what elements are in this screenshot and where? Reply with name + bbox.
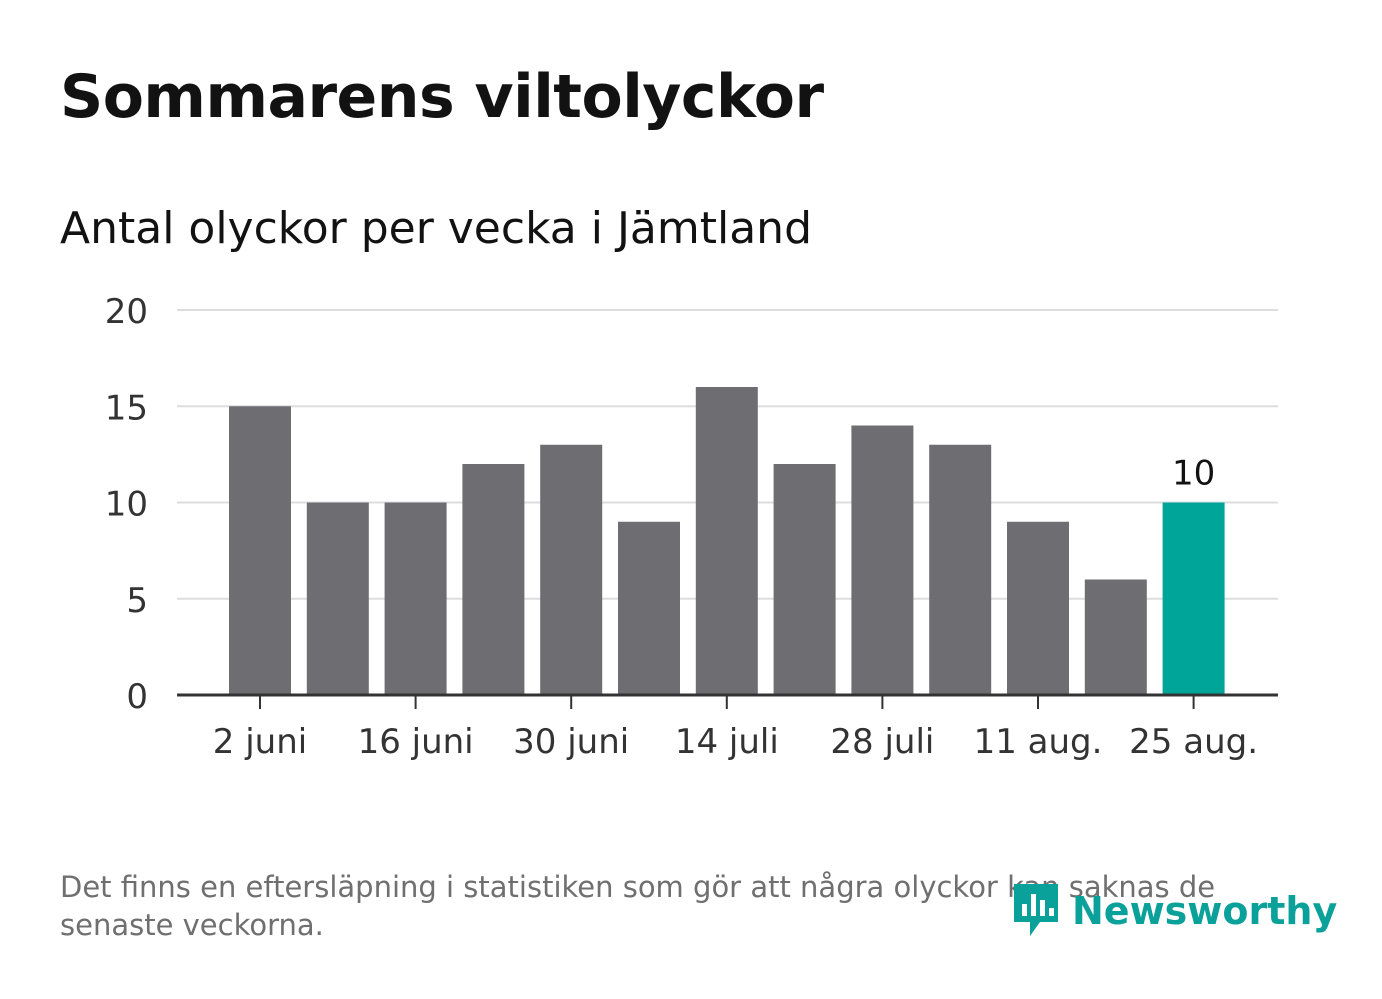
x-tick-label: 14 juli	[675, 722, 779, 762]
bar	[462, 464, 525, 695]
data-label: 10	[1172, 454, 1215, 494]
x-tick-label: 30 juni	[513, 722, 629, 762]
bar	[618, 521, 680, 695]
x-tick-label: 2 juni	[213, 722, 307, 762]
bar	[851, 425, 914, 695]
y-tick-label: 5	[126, 581, 148, 621]
bar	[306, 502, 369, 695]
newsworthy-logo-text: Newsworthy	[1072, 889, 1338, 933]
bar	[695, 387, 758, 695]
bar	[540, 444, 603, 695]
bar-highlight	[1162, 502, 1225, 695]
y-tick-label: 20	[105, 292, 148, 332]
bar	[773, 464, 836, 695]
x-tick-label: 28 juli	[830, 722, 934, 762]
bar	[1084, 579, 1147, 695]
bar	[1007, 521, 1069, 695]
y-tick-label: 15	[105, 388, 148, 428]
bar	[229, 406, 291, 695]
bar	[929, 444, 992, 695]
bar	[384, 502, 447, 695]
chart-title: Sommarens viltolyckor	[60, 62, 824, 132]
x-tick-label: 25 aug.	[1129, 722, 1258, 762]
newsworthy-logo-icon	[1010, 880, 1062, 942]
x-tick-label: 11 aug.	[974, 722, 1103, 762]
newsworthy-logo: Newsworthy	[1010, 880, 1337, 942]
chart-subtitle: Antal olyckor per vecka i Jämtland	[60, 203, 812, 254]
y-tick-label: 10	[105, 485, 148, 525]
y-tick-label: 0	[126, 677, 148, 717]
x-tick-label: 16 juni	[358, 722, 474, 762]
